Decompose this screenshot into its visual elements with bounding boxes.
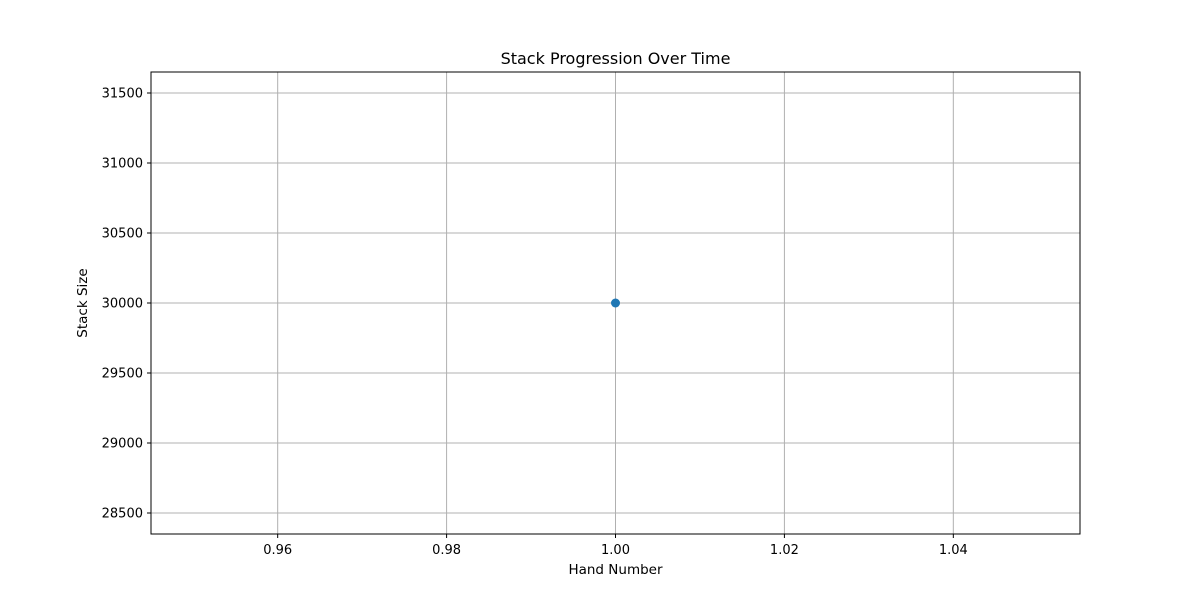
data-point-marker	[611, 298, 620, 308]
ticks-layer: 0.96 0.98 1.00 1.02 1.04 28500 29000 29500 30000…	[102, 87, 968, 559]
y-axis-label: Stack Size	[75, 268, 91, 337]
y-tick-label: 30000	[102, 297, 143, 312]
x-tick-label: 0.98	[432, 543, 461, 558]
y-tick-label: 31000	[102, 157, 143, 172]
x-axis-label: Hand Number	[568, 562, 663, 578]
y-tick-label: 29500	[102, 367, 143, 382]
y-tick-label: 31500	[102, 87, 143, 102]
y-tick-label: 29000	[102, 437, 143, 452]
data-layer	[611, 298, 620, 308]
x-tick-label: 0.96	[263, 543, 292, 558]
y-tick-label: 30500	[102, 227, 143, 242]
x-tick-label: 1.02	[770, 543, 799, 558]
y-tick-label: 28500	[102, 507, 143, 522]
plot-area-frame	[150, 71, 1081, 535]
x-tick-label: 1.00	[601, 543, 630, 558]
x-tick-label: 1.04	[939, 543, 968, 558]
chart-title: Stack Progression Over Time	[501, 49, 731, 68]
